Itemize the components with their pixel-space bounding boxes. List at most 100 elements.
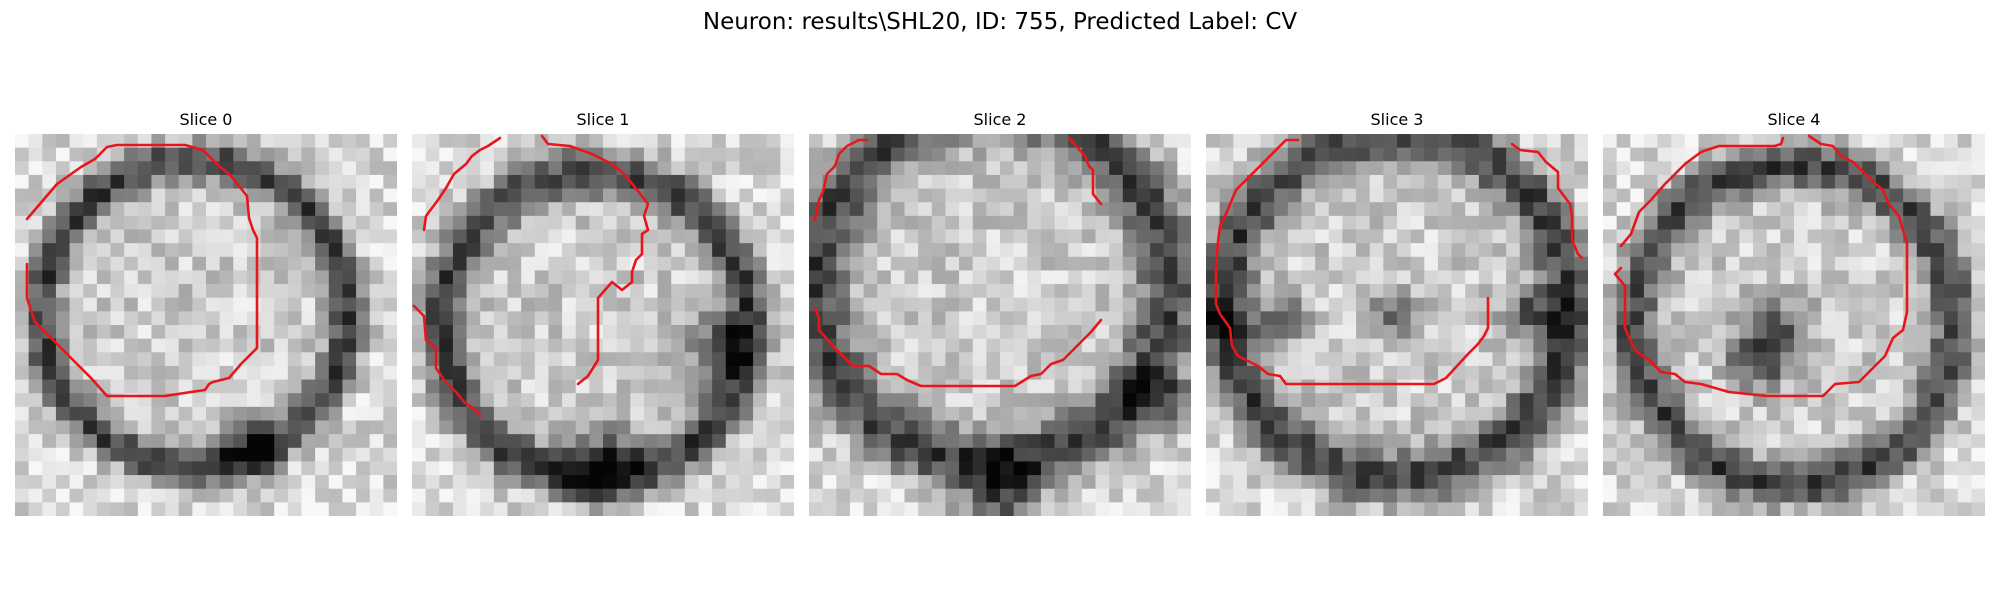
image-pixel xyxy=(657,188,672,203)
image-pixel xyxy=(904,188,919,203)
image-pixel xyxy=(1875,147,1891,162)
image-pixel xyxy=(28,475,43,490)
image-pixel xyxy=(274,215,289,231)
image-pixel xyxy=(274,502,289,516)
image-pixel xyxy=(1862,325,1877,340)
image-pixel xyxy=(972,311,987,326)
image-pixel xyxy=(1616,134,1631,149)
image-pixel xyxy=(15,393,30,408)
image-pixel xyxy=(890,475,906,490)
image-pixel xyxy=(534,134,550,149)
image-pixel xyxy=(356,365,371,381)
image-pixel xyxy=(274,297,289,312)
image-pixel xyxy=(55,161,71,176)
image-pixel xyxy=(643,461,659,476)
image-pixel xyxy=(1478,379,1494,394)
image-pixel xyxy=(246,161,262,176)
image-pixel xyxy=(1000,229,1015,244)
image-pixel xyxy=(1287,447,1303,463)
image-pixel xyxy=(83,202,98,217)
image-pixel xyxy=(684,202,700,217)
image-pixel xyxy=(1780,502,1795,516)
image-pixel xyxy=(836,502,851,516)
image-pixel xyxy=(1903,215,1918,231)
image-pixel xyxy=(684,297,700,312)
image-pixel xyxy=(1684,406,1700,422)
image-pixel xyxy=(1560,134,1575,149)
image-pixel xyxy=(480,475,495,490)
image-pixel xyxy=(616,229,631,244)
image-pixel xyxy=(83,338,98,353)
image-pixel xyxy=(1054,475,1069,490)
image-pixel xyxy=(1807,202,1822,217)
image-pixel xyxy=(342,284,357,299)
image-pixel xyxy=(616,352,631,367)
image-pixel xyxy=(124,270,139,285)
image-pixel xyxy=(287,393,303,408)
image-pixel xyxy=(548,447,563,463)
image-pixel xyxy=(1712,134,1727,149)
image-pixel xyxy=(945,434,960,449)
image-pixel xyxy=(616,461,631,476)
image-pixel xyxy=(28,134,43,149)
image-pixel xyxy=(1753,461,1768,476)
image-pixel xyxy=(425,134,440,149)
image-pixel xyxy=(1287,256,1303,272)
image-pixel xyxy=(42,461,57,476)
image-pixel xyxy=(959,488,974,503)
image-pixel xyxy=(918,365,933,381)
image-pixel xyxy=(562,215,577,231)
image-pixel xyxy=(328,161,344,176)
image-pixel xyxy=(1930,379,1945,394)
image-pixel xyxy=(1000,147,1015,162)
image-pixel xyxy=(69,352,84,367)
image-pixel xyxy=(260,420,275,435)
image-pixel xyxy=(1163,338,1178,353)
image-pixel xyxy=(643,161,659,176)
image-pixel xyxy=(439,420,454,435)
image-pixel xyxy=(945,365,960,381)
image-pixel xyxy=(1068,270,1083,285)
image-pixel xyxy=(603,297,618,312)
image-pixel xyxy=(1410,147,1425,162)
image-pixel xyxy=(753,270,768,285)
image-pixel xyxy=(1821,502,1836,516)
image-pixel xyxy=(124,447,139,463)
image-pixel xyxy=(439,502,454,516)
image-pixel xyxy=(1122,406,1138,422)
image-pixel xyxy=(165,325,180,340)
image-pixel xyxy=(1219,311,1234,326)
image-pixel xyxy=(1287,406,1303,422)
image-pixel xyxy=(972,297,987,312)
image-pixel xyxy=(466,270,481,285)
image-pixel xyxy=(1560,297,1575,312)
image-pixel xyxy=(425,161,440,176)
image-pixel xyxy=(480,174,495,190)
image-pixel xyxy=(809,420,824,435)
image-pixel xyxy=(548,502,563,516)
image-pixel xyxy=(1889,420,1904,435)
image-pixel xyxy=(630,325,645,340)
image-pixel xyxy=(507,188,522,203)
image-pixel xyxy=(1821,393,1836,408)
image-pixel xyxy=(1603,475,1618,490)
image-pixel xyxy=(1794,229,1809,244)
image-pixel xyxy=(1315,461,1330,476)
image-pixel xyxy=(1519,188,1535,203)
image-pixel xyxy=(1657,243,1672,258)
image-pixel xyxy=(945,325,960,340)
image-pixel xyxy=(55,325,71,340)
image-pixel xyxy=(1492,134,1507,149)
image-pixel xyxy=(1630,297,1645,312)
image-pixel xyxy=(986,188,1001,203)
image-pixel xyxy=(260,270,275,285)
image-pixel xyxy=(1219,284,1234,299)
image-pixel xyxy=(480,434,495,449)
image-pixel xyxy=(918,475,933,490)
image-pixel xyxy=(369,420,384,435)
image-pixel xyxy=(1630,502,1645,516)
image-pixel xyxy=(1560,311,1575,326)
image-pixel xyxy=(1397,325,1412,340)
image-pixel xyxy=(1150,325,1165,340)
image-pixel xyxy=(1233,325,1248,340)
